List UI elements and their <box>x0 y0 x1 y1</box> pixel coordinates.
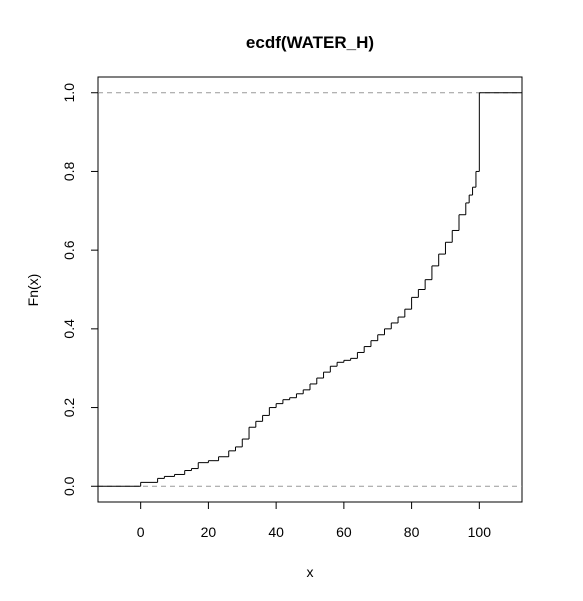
x-axis: 0 20 40 60 80 100 <box>137 501 492 540</box>
y-axis-label: Fn(x) <box>25 274 41 307</box>
reference-lines <box>98 92 522 487</box>
y-tick-label: 0.8 <box>61 162 77 182</box>
y-tick-label: 0.2 <box>61 398 77 418</box>
x-tick-label: 0 <box>137 524 145 540</box>
y-tick-label: 0.4 <box>61 319 77 339</box>
x-tick-label: 60 <box>336 524 352 540</box>
y-axis: 0.0 0.2 0.4 0.6 0.8 1.0 <box>61 83 99 496</box>
x-tick-label: 100 <box>468 524 492 540</box>
y-tick-label: 1.0 <box>61 83 77 103</box>
ecdf-series <box>98 92 522 487</box>
y-tick-label: 0.6 <box>61 240 77 260</box>
x-tick-label: 80 <box>404 524 420 540</box>
y-tick-label: 0.0 <box>61 476 77 496</box>
x-tick-label: 20 <box>201 524 217 540</box>
x-axis-label: x <box>307 564 314 580</box>
chart-title: ecdf(WATER_H) <box>246 33 374 52</box>
x-tick-label: 40 <box>268 524 284 540</box>
plot-frame <box>97 76 523 503</box>
